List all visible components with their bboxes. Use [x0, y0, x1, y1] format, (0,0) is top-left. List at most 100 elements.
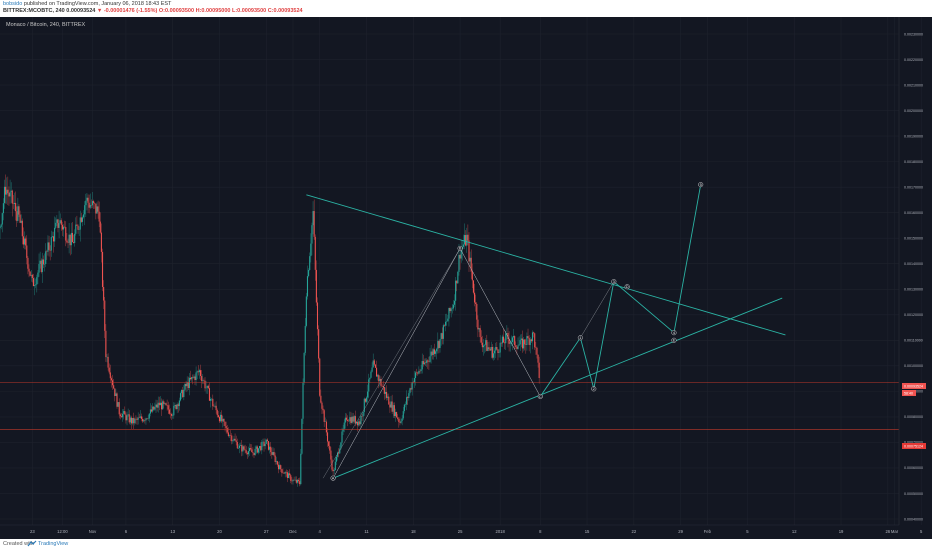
candle-body — [418, 370, 420, 374]
candle-body — [0, 226, 1, 229]
candle-body — [123, 411, 125, 414]
wave-marker[interactable] — [591, 386, 597, 392]
candle-body — [210, 398, 212, 401]
candle-body — [482, 345, 485, 348]
candle-body — [136, 418, 138, 420]
candle-body — [507, 333, 509, 339]
candle-body — [244, 449, 246, 451]
candle-body — [6, 189, 8, 195]
candle-body — [274, 455, 276, 463]
candle-body — [104, 300, 106, 331]
time-tick-label: 5 — [746, 529, 749, 534]
candle-body — [217, 415, 219, 418]
candle-body — [499, 342, 501, 353]
candle-body — [143, 420, 145, 422]
candle-body — [525, 344, 527, 345]
candle-body — [115, 393, 117, 396]
candle-body — [429, 356, 431, 362]
wave-marker[interactable] — [611, 279, 617, 285]
candle-body — [534, 333, 536, 348]
candle-body — [56, 219, 58, 223]
candle-body — [246, 452, 248, 455]
candle-body — [511, 337, 513, 342]
ohlc-prefix: 0.00093524 — [66, 8, 96, 14]
wave-marker[interactable] — [537, 393, 543, 399]
candle-body — [7, 189, 9, 194]
candle-body — [375, 367, 378, 377]
price-tick-label: 0.00120000 — [904, 313, 923, 317]
candle-body — [140, 416, 143, 419]
last-price-label: 0.00093524 — [904, 385, 923, 389]
wave-label: 4 — [673, 330, 676, 335]
candle-body — [334, 461, 336, 471]
wave-marker[interactable] — [624, 284, 630, 290]
upper-trendline[interactable] — [306, 194, 786, 336]
candle-body — [60, 220, 62, 225]
candle-body — [62, 226, 65, 230]
candle-body — [94, 203, 96, 204]
candle-body — [321, 402, 323, 409]
candle-body — [442, 325, 444, 339]
candle-body — [148, 413, 150, 419]
price-tick-label: 0.00070000 — [904, 441, 923, 445]
candle-body — [432, 349, 434, 355]
candle-body — [3, 186, 6, 204]
candle-body — [2, 203, 4, 214]
wave-marker[interactable] — [698, 182, 704, 188]
author-link[interactable]: bobsido — [3, 1, 23, 7]
candle-body — [11, 190, 13, 204]
candle-body — [314, 236, 316, 270]
candle-body — [495, 347, 497, 351]
candle-body — [251, 449, 253, 453]
candle-body — [118, 402, 120, 415]
price-tick-label: 0.00080000 — [904, 415, 923, 419]
wave-label: A — [332, 475, 335, 480]
candle-body — [379, 378, 381, 382]
candle-body — [99, 221, 101, 233]
candle-body — [298, 479, 300, 482]
candle-body — [70, 232, 72, 246]
candle-body — [57, 219, 59, 228]
wave-marker[interactable] — [577, 335, 583, 341]
candle-body — [436, 348, 438, 352]
candle-body — [68, 234, 70, 243]
candle-body — [8, 193, 10, 197]
wave-marker[interactable] — [671, 337, 677, 343]
candle-body — [10, 190, 12, 192]
tradingview-brand[interactable]: TradingView — [38, 541, 69, 547]
candle-body — [164, 403, 166, 404]
price-tick-label: 0.00210000 — [904, 83, 923, 87]
wave-marker[interactable] — [457, 245, 463, 251]
time-axis[interactable]: 162312:00Nov6132027Dec411182520188152229… — [0, 524, 932, 534]
candle-body — [105, 330, 107, 358]
price-tick-label: 0.00180000 — [904, 160, 923, 164]
candle-body — [439, 339, 441, 348]
time-tick-label: 11 — [364, 529, 369, 534]
candle-body — [80, 217, 82, 222]
lower-trendline[interactable] — [332, 297, 783, 479]
wave-projection-path[interactable] — [539, 184, 702, 397]
candle-body — [185, 383, 187, 387]
candle-body — [421, 361, 423, 370]
candle-body — [107, 356, 109, 368]
candle-body — [98, 211, 100, 222]
candle-body — [480, 337, 482, 343]
candle-body — [108, 367, 110, 373]
wave-marker[interactable] — [671, 330, 677, 336]
candle-body — [201, 376, 203, 381]
candle-body — [342, 428, 344, 432]
price-tick-label: 0.00200000 — [904, 109, 923, 113]
candle-body — [433, 349, 436, 354]
wave-marker[interactable] — [330, 475, 336, 481]
price-chart[interactable]: Monaco / Bitcoin, 240, BITTREX ABC12345D… — [0, 17, 932, 539]
candle-body — [263, 441, 265, 447]
candle-body — [377, 375, 379, 377]
candle-body — [283, 472, 285, 474]
candle-body — [179, 393, 182, 401]
time-tick-label: Dec — [289, 529, 296, 534]
candle-body — [266, 439, 268, 442]
candle-body — [100, 232, 102, 252]
candle-body — [128, 414, 130, 423]
candle-body — [163, 401, 165, 404]
candle-body — [475, 302, 477, 304]
